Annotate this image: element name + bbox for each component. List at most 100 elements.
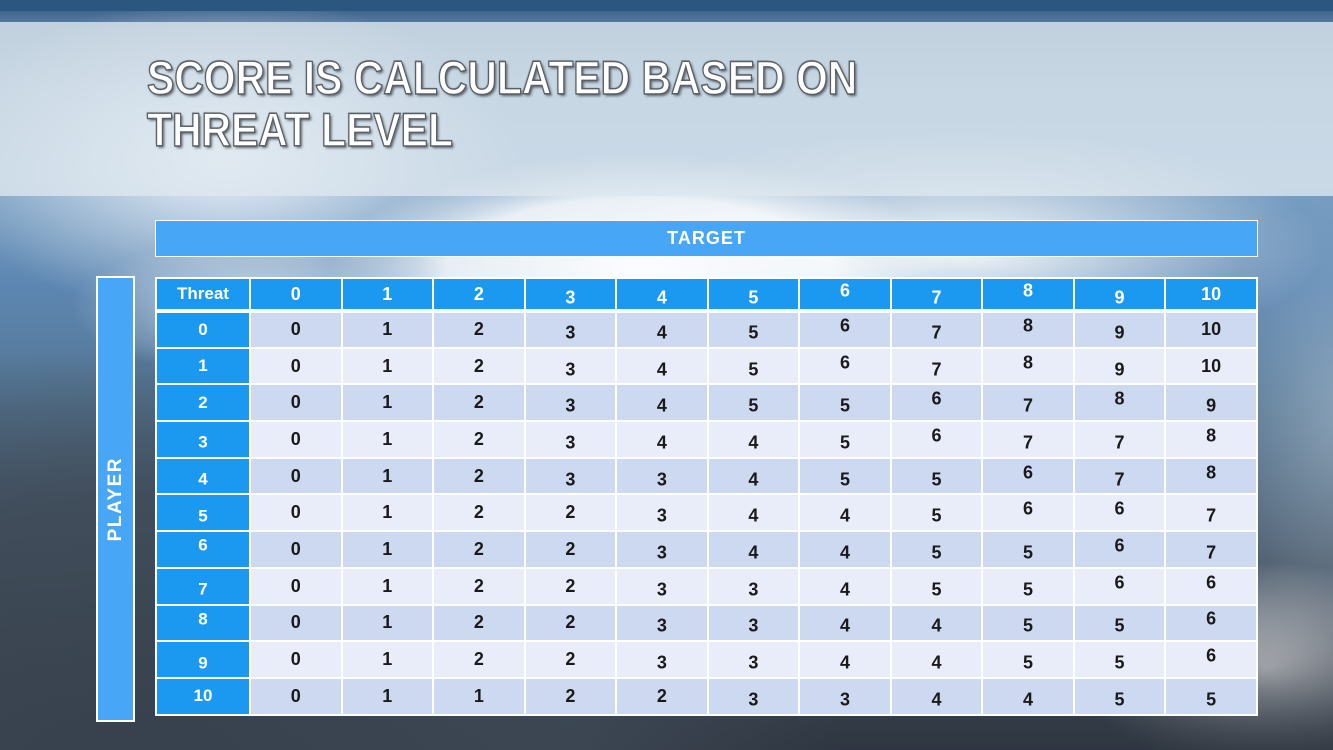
score-cell: 1 xyxy=(340,493,435,533)
score-cell: 2 xyxy=(523,676,618,716)
score-cell: 6 xyxy=(798,310,892,349)
score-cell: 5 xyxy=(1072,603,1167,643)
score-cell: 7 xyxy=(1072,420,1167,459)
score-cell: 1 xyxy=(340,603,435,643)
target-axis-banner: TARGET xyxy=(155,220,1258,257)
score-cell: 0 xyxy=(249,603,343,643)
score-cell: 2 xyxy=(615,676,709,716)
score-cell: 2 xyxy=(432,640,526,679)
score-cell: 5 xyxy=(981,566,1075,606)
score-cell: 4 xyxy=(706,493,801,533)
score-cell: 3 xyxy=(615,493,709,533)
score-cell: 1 xyxy=(340,383,435,423)
score-table: Threat 0 1 2 3 4 5 6 7 8 9 10 0 0 1 2 3 4 5 6 7 8 9 10 1 0 1 2 3 4 5 6… xyxy=(155,277,1258,716)
score-cell: 1 xyxy=(340,676,435,716)
score-cell: 3 xyxy=(615,603,709,643)
threat-row-header: 9 xyxy=(155,640,251,679)
title-band xyxy=(0,22,1333,196)
score-cell: 5 xyxy=(706,310,801,349)
score-cell: 4 xyxy=(889,640,984,679)
score-cell: 4 xyxy=(798,493,892,533)
score-cell: 0 xyxy=(249,640,343,679)
score-cell: 7 xyxy=(1072,456,1167,496)
score-table-body: 0 0 1 2 3 4 5 6 7 8 9 10 1 0 1 2 3 4 5 6 7 8 9 10 2 0 1 2 3 4 5 5 6 7 8 9 3 0… xyxy=(155,310,1258,716)
score-cell: 5 xyxy=(798,383,892,423)
score-cell: 2 xyxy=(432,383,526,423)
score-cell: 4 xyxy=(889,676,984,716)
target-col-header: 0 xyxy=(249,277,343,313)
target-col-header: 4 xyxy=(615,277,709,313)
score-cell: 3 xyxy=(523,346,618,386)
slide-title: SCORE IS CALCULATED BASED ON THREAT LEVE… xyxy=(146,51,858,156)
score-cell: 8 xyxy=(1164,420,1258,459)
player-axis-banner: PLAYER xyxy=(96,276,135,722)
score-cell: 2 xyxy=(432,346,526,386)
score-cell: 4 xyxy=(798,640,892,679)
score-cell: 6 xyxy=(889,420,984,459)
target-col-header: 6 xyxy=(798,277,892,313)
score-cell: 5 xyxy=(889,456,984,496)
target-axis-label: TARGET xyxy=(667,228,746,248)
slide-title-line-2: THREAT LEVEL xyxy=(146,103,453,156)
score-cell: 2 xyxy=(432,456,526,496)
score-cell: 5 xyxy=(981,640,1075,679)
player-axis-label: PLAYER xyxy=(104,456,126,542)
threat-row-header: 7 xyxy=(155,566,251,606)
score-cell: 5 xyxy=(889,493,984,533)
score-table-head: Threat 0 1 2 3 4 5 6 7 8 9 10 xyxy=(155,277,1258,313)
score-cell: 3 xyxy=(523,383,618,423)
score-cell: 6 xyxy=(981,493,1075,533)
score-cell: 3 xyxy=(523,310,618,349)
score-cell: 6 xyxy=(1164,566,1258,606)
score-cell: 6 xyxy=(1072,530,1167,569)
score-cell: 4 xyxy=(706,530,801,569)
slide-title-line-1: SCORE IS CALCULATED BASED ON xyxy=(146,51,858,104)
threat-row-header: 1 xyxy=(155,346,251,386)
target-col-header: 9 xyxy=(1072,277,1167,313)
score-cell: 6 xyxy=(1164,640,1258,679)
score-cell: 4 xyxy=(615,346,709,386)
score-cell: 0 xyxy=(249,346,343,386)
table-row: 10 0 1 1 2 2 3 3 4 4 5 5 xyxy=(155,676,1258,716)
score-cell: 5 xyxy=(1072,676,1167,716)
threat-corner-header: Threat xyxy=(155,277,251,313)
score-cell: 2 xyxy=(523,640,618,679)
score-cell: 3 xyxy=(615,566,709,606)
threat-row-header: 4 xyxy=(155,456,251,496)
score-cell: 1 xyxy=(340,530,435,569)
score-cell: 7 xyxy=(981,383,1075,423)
score-cell: 7 xyxy=(1164,493,1258,533)
score-cell: 4 xyxy=(706,456,801,496)
score-cell: 4 xyxy=(615,383,709,423)
score-cell: 7 xyxy=(889,310,984,349)
score-cell: 2 xyxy=(432,310,526,349)
score-cell: 0 xyxy=(249,310,343,349)
score-cell: 3 xyxy=(706,566,801,606)
table-row: 1 0 1 2 3 4 5 6 7 8 9 10 xyxy=(155,346,1258,386)
score-cell: 4 xyxy=(798,530,892,569)
threat-row-header: 6 xyxy=(155,530,251,569)
score-cell: 0 xyxy=(249,566,343,606)
threat-row-header: 0 xyxy=(155,310,251,349)
target-col-header: 3 xyxy=(523,277,618,313)
score-cell: 2 xyxy=(523,603,618,643)
score-cell: 5 xyxy=(889,530,984,569)
score-cell: 2 xyxy=(523,493,618,533)
score-cell: 2 xyxy=(432,493,526,533)
score-cell: 3 xyxy=(615,640,709,679)
score-cell: 5 xyxy=(981,603,1075,643)
score-cell: 0 xyxy=(249,456,343,496)
score-cell: 4 xyxy=(615,420,709,459)
score-cell: 5 xyxy=(1072,640,1167,679)
score-cell: 6 xyxy=(889,383,984,423)
target-col-header: 10 xyxy=(1164,277,1258,313)
score-cell: 3 xyxy=(615,456,709,496)
score-cell: 1 xyxy=(432,676,526,716)
